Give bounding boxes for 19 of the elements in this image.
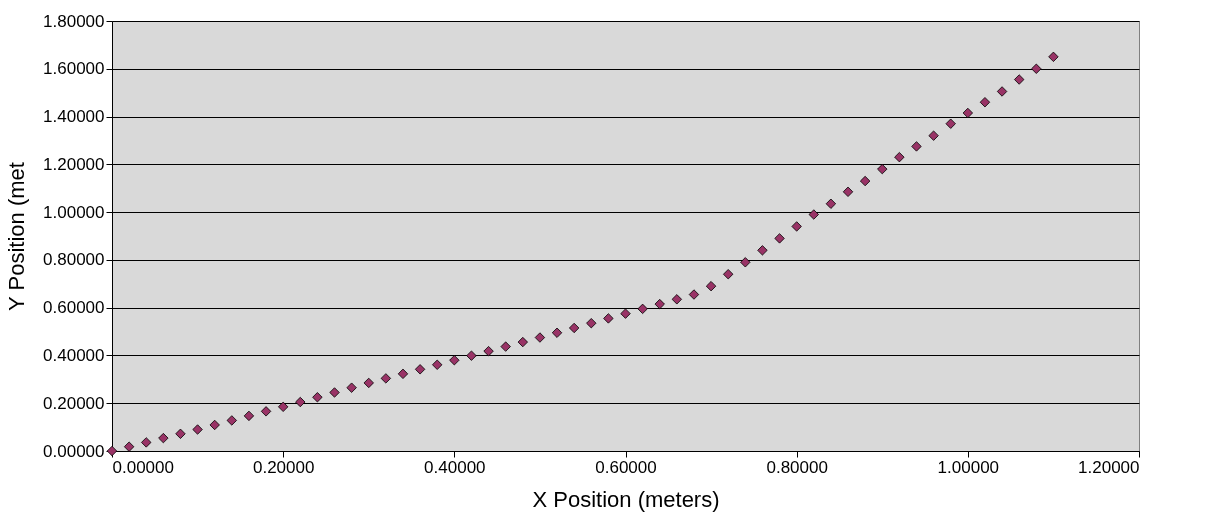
x-tick-label: 0.40000 <box>424 457 486 477</box>
y-tick-label: 0.00000 <box>43 441 105 461</box>
y-tick-label: 1.80000 <box>43 11 105 31</box>
y-tick-label: 1.00000 <box>43 202 105 222</box>
y-tick-label: 0.80000 <box>43 250 105 270</box>
x-tick-label: 1.20000 <box>1078 457 1140 477</box>
y-tick-label: 1.60000 <box>43 59 105 79</box>
x-axis-title: X Position (meters) <box>532 486 720 512</box>
x-tick-label: 0.80000 <box>766 457 828 477</box>
x-tick-label: 1.00000 <box>937 457 1000 477</box>
x-tick-label: 0.60000 <box>595 457 657 477</box>
x-tick-label: 0.00000 <box>112 457 174 477</box>
y-tick-label: 1.20000 <box>43 154 105 174</box>
y-tick-label: 1.40000 <box>43 107 105 127</box>
x-tick-label: 0.20000 <box>252 457 315 477</box>
y-tick-label: 0.20000 <box>43 393 105 413</box>
y-tick-label: 0.40000 <box>43 345 105 365</box>
y-tick-label: 0.60000 <box>43 298 105 318</box>
y-axis-title: Y Position (met <box>4 162 30 311</box>
